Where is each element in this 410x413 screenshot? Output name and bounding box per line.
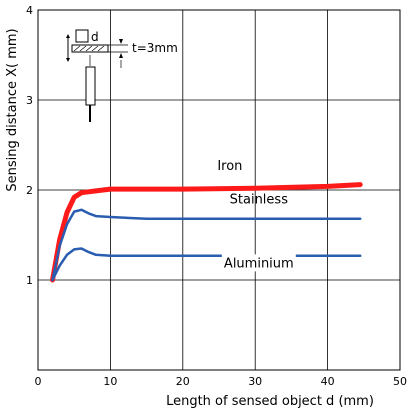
series-line-iron <box>50 182 363 283</box>
tick-labels: 0 10 20 30 40 50 1 2 3 4 <box>26 4 407 388</box>
series-label-aluminium: Aluminium <box>224 256 294 271</box>
series-line-aluminium <box>51 247 362 282</box>
sensor-diagram: d t=3mm <box>66 29 178 122</box>
y-tick-label: 4 <box>26 4 33 17</box>
y-axis-label: Sensing distance X( mm) <box>5 28 20 191</box>
plot-frame <box>37 9 401 371</box>
t-label: t=3mm <box>132 41 178 55</box>
series-group <box>50 182 363 283</box>
d-label: d <box>91 30 99 44</box>
x-tick-label: 20 <box>176 375 190 388</box>
plate-hatch-icon <box>85 45 93 52</box>
d-dimension-box <box>75 29 89 43</box>
x-tick-label: 50 <box>393 375 407 388</box>
y-tick-label: 2 <box>26 184 33 197</box>
plate-hatch-icon <box>97 45 105 52</box>
x-axis-label: Length of sensed object d (mm) <box>166 394 374 409</box>
series-label-stainless: Stainless <box>230 193 289 208</box>
plate-hatch-icon <box>73 45 81 52</box>
series-label-iron: Iron <box>217 159 242 174</box>
x-tick-label: 10 <box>103 375 117 388</box>
plate-hatch-icon <box>91 45 99 52</box>
x-tick-label: 0 <box>35 375 42 388</box>
series-label-background <box>221 254 296 272</box>
x-tick-label: 40 <box>321 375 335 388</box>
series-labels: Iron Stainless Aluminium <box>217 159 296 272</box>
x-tick-label: 30 <box>248 375 262 388</box>
sensor-body-icon <box>85 66 96 106</box>
plate-hatch-icon <box>79 45 87 52</box>
y-tick-label: 3 <box>26 94 33 107</box>
t-arrow-icon <box>119 39 123 58</box>
y-tick-label: 1 <box>26 274 33 287</box>
sensed-plate-icon <box>71 44 109 53</box>
series-line-stainless <box>51 208 362 282</box>
